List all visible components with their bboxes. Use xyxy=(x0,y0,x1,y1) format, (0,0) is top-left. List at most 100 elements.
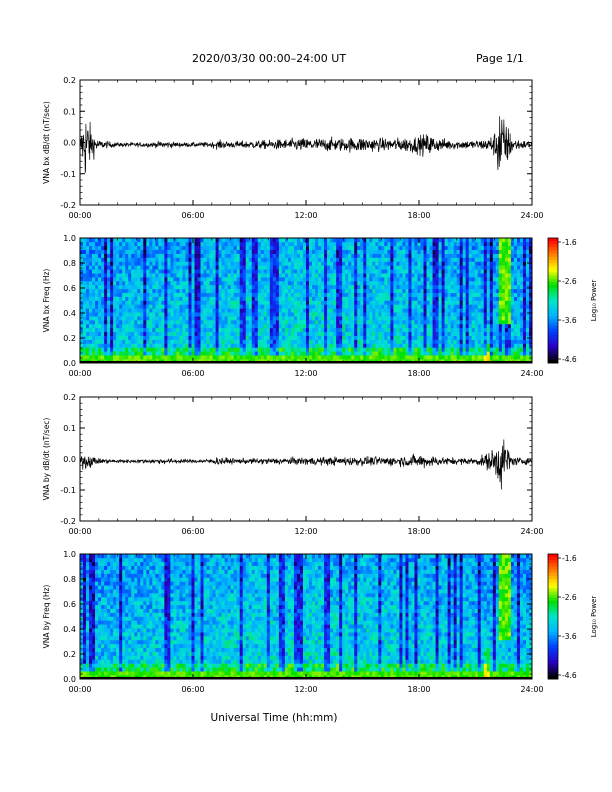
spectrogram-cell xyxy=(149,277,153,282)
spectrogram-cell xyxy=(498,241,503,247)
spectrogram-cell xyxy=(522,277,527,282)
spectrogram-cell xyxy=(230,335,234,340)
spectrogram-cell xyxy=(143,351,147,356)
spectrogram-cell xyxy=(504,323,509,329)
spectrogram-cell xyxy=(194,331,198,336)
spectrogram-cell xyxy=(257,343,262,348)
spectrogram-cell xyxy=(113,245,117,251)
spectrogram-cell xyxy=(131,323,135,329)
spectrogram-cell xyxy=(155,253,159,258)
spectrogram-cell xyxy=(324,343,328,348)
spectrogram-cell xyxy=(495,304,500,309)
spectrogram-cell xyxy=(360,288,364,293)
spectrogram-cell xyxy=(312,312,316,317)
spectrogram-cell xyxy=(290,253,295,258)
spectrogram-cell xyxy=(324,257,328,262)
spectrogram-cell xyxy=(501,304,506,309)
spectrogram-cell xyxy=(80,320,84,325)
spectrogram-cell xyxy=(158,241,162,247)
spectrogram-cell xyxy=(281,292,286,297)
spectrogram-cell xyxy=(104,355,108,360)
spectrogram-cell xyxy=(167,288,171,293)
spectrogram-cell xyxy=(483,339,488,344)
spectrogram-cell xyxy=(80,292,84,297)
spectrogram-cell xyxy=(119,323,123,329)
spectrogram-cell xyxy=(215,308,219,313)
spectrogram-cell xyxy=(254,316,259,321)
spectrogram-cell xyxy=(242,253,247,258)
spectrogram-cell xyxy=(414,249,418,254)
spectrogram-cell xyxy=(360,245,364,251)
spectrogram-cell xyxy=(411,347,415,352)
y-tick-label: 0.2 xyxy=(63,334,76,343)
spectrogram-cell xyxy=(495,355,500,360)
spectrogram-cell xyxy=(339,316,343,321)
spectrogram-cell xyxy=(411,292,415,297)
spectrogram-cell xyxy=(200,288,204,293)
spectrogram-cell xyxy=(263,296,268,301)
spectrogram-cell xyxy=(429,323,433,329)
spectrogram-cell xyxy=(321,339,325,344)
spectrogram-cell xyxy=(95,347,99,352)
spectrogram-cell xyxy=(474,269,479,274)
spectrogram-cell xyxy=(131,280,135,286)
spectrogram-cell xyxy=(251,339,256,344)
spectrogram-cell xyxy=(149,327,153,333)
spectrogram-cell xyxy=(309,331,313,336)
spectrogram-cell xyxy=(486,347,491,352)
spectrogram-cell xyxy=(357,351,361,356)
spectrogram-cell xyxy=(212,277,216,282)
spectrogram-2 xyxy=(80,238,533,364)
spectrogram-cell xyxy=(507,257,512,262)
spectrogram-cell xyxy=(137,257,141,262)
spectrogram-cell xyxy=(221,339,225,344)
spectrogram-cell xyxy=(420,347,424,352)
spectrogram-cell xyxy=(444,253,448,258)
spectrogram-cell xyxy=(327,343,331,348)
spectrogram-cell xyxy=(107,312,111,317)
spectrogram-cell xyxy=(209,292,213,297)
spectrogram-cell xyxy=(122,249,126,254)
spectrogram-cell xyxy=(396,312,400,317)
spectrogram-cell xyxy=(245,245,250,251)
spectrogram-cell xyxy=(369,312,373,317)
spectrogram-cell xyxy=(251,280,256,286)
spectrogram-cell xyxy=(522,323,527,329)
spectrogram-cell xyxy=(224,273,228,278)
spectrogram-cell xyxy=(239,253,244,258)
spectrogram-cell xyxy=(456,355,460,360)
spectrogram-cell xyxy=(83,323,87,329)
spectrogram-cell xyxy=(309,269,313,274)
spectrogram-cell xyxy=(453,296,457,301)
spectrogram-cell xyxy=(122,320,126,325)
spectrogram-cell xyxy=(390,249,394,254)
spectrogram-cell xyxy=(366,257,370,262)
spectrogram-cell xyxy=(450,245,454,251)
spectrogram-cell xyxy=(414,316,418,321)
spectrogram-cell xyxy=(242,288,247,293)
spectrogram-cell xyxy=(522,300,527,305)
spectrogram-cell xyxy=(366,241,370,247)
spectrogram-cell xyxy=(345,269,349,274)
spectrogram-cell xyxy=(131,320,135,325)
spectrogram-cell xyxy=(242,238,247,243)
spectrogram-cell xyxy=(411,241,415,247)
spectrogram-cell xyxy=(429,261,433,266)
spectrogram-cell xyxy=(336,312,340,317)
spectrogram-cell xyxy=(411,339,415,344)
spectrogram-cell xyxy=(366,245,370,251)
spectrogram-cell xyxy=(161,273,165,278)
spectrogram-cell xyxy=(501,308,506,313)
spectrogram-cell xyxy=(242,316,247,321)
spectrogram-cell xyxy=(402,335,406,340)
spectrogram-cell xyxy=(164,265,168,270)
spectrogram-cell xyxy=(306,249,310,254)
spectrogram-cell xyxy=(236,351,240,356)
spectrogram-cell xyxy=(471,300,476,305)
spectrogram-cell xyxy=(426,273,430,278)
spectrogram-cell xyxy=(209,339,213,344)
spectrogram-cell xyxy=(474,238,479,243)
spectrogram-cell xyxy=(119,355,123,360)
spectrogram-cell xyxy=(275,257,280,262)
spectrogram-cell xyxy=(179,296,183,301)
